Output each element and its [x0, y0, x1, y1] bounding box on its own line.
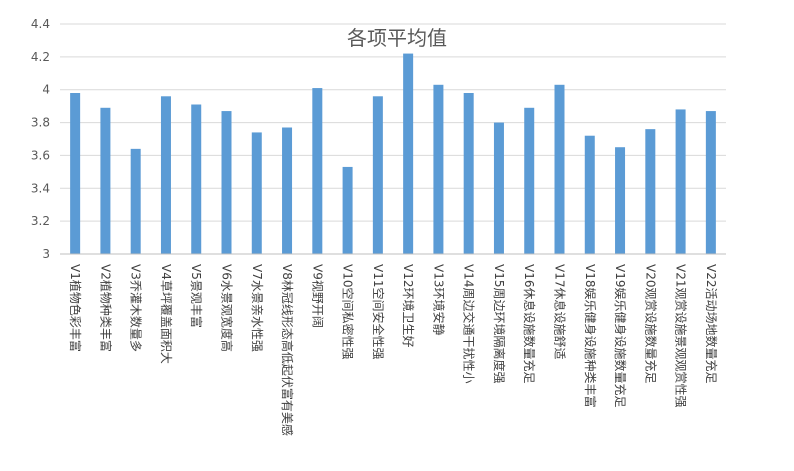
x-tick-label: V6水景观宽度高 [220, 264, 235, 352]
y-tick-label: 3.8 [31, 116, 50, 130]
x-tick-label: V10空间私密性强 [341, 264, 356, 359]
x-tick-label: V11空间安全性强 [371, 264, 386, 359]
x-tick-label: V3乔灌木数量多 [129, 264, 144, 352]
y-tick-label: 3.2 [31, 214, 50, 228]
bar [433, 84, 444, 255]
bar [100, 107, 111, 255]
x-tick-label: V15周边环境隔离度强 [492, 264, 507, 383]
bar [221, 111, 232, 254]
x-tick-label: V7水景亲水性强 [250, 264, 264, 352]
bar [372, 96, 383, 255]
bar [160, 96, 171, 255]
x-tick-label: V16休息设施数量充足 [522, 264, 537, 383]
x-tick-label: V22活动场地数量充足 [704, 264, 719, 383]
x-tick-label: V19娱乐健身设施数量充足 [613, 264, 628, 407]
bar [312, 88, 323, 254]
bar [554, 84, 565, 255]
gridlines [60, 23, 726, 222]
x-tick-label: V9视野开阔 [310, 264, 325, 328]
y-tick-label: 4.2 [31, 50, 50, 64]
bar [463, 93, 474, 254]
y-tick-label: 3.6 [31, 148, 50, 162]
bars [70, 53, 716, 255]
y-axis-tick-labels: 3 3.2 3.4 3.6 3.8 4 4.2 4.4 [31, 17, 50, 261]
x-tick-label: V5景观丰富 [189, 264, 204, 328]
bar [282, 127, 293, 254]
bar [403, 53, 414, 255]
y-tick-label: 3.4 [31, 181, 50, 195]
x-tick-label: V13环境安静 [431, 264, 446, 335]
bar [251, 132, 262, 254]
x-tick-label: V17休息设施舒适 [553, 264, 568, 359]
x-tick-label: V21观赏设施景观观赏性强 [674, 264, 688, 407]
chart-title: 各项平均值 [347, 26, 447, 50]
x-tick-label: V8林冠线形态高低起伏富有美感 [280, 264, 295, 436]
bar [615, 147, 626, 254]
y-tick-label: 4 [42, 83, 50, 97]
bar [493, 122, 504, 254]
x-tick-label: V4草坪覆盖面积大 [159, 264, 173, 364]
bar [645, 129, 656, 254]
bar [705, 111, 716, 254]
x-tick-label: V14周边交通干扰性小 [462, 264, 477, 383]
x-tick-label: V18娱乐健身设施种类丰富 [583, 264, 598, 407]
bar [70, 93, 81, 254]
y-tick-label: 3 [42, 247, 50, 261]
x-tick-label: V20观赏设施数量充足 [643, 264, 658, 383]
bar [342, 166, 353, 254]
x-tick-label: V1植物色彩丰富 [68, 264, 83, 352]
bar [524, 107, 535, 255]
bar [675, 109, 686, 254]
x-axis-tick-labels: V1植物色彩丰富 V2植物种类丰富 V3乔灌木数量多 V4草坪覆盖面积大 V5景观丰富 V… [68, 264, 719, 436]
x-tick-label: V2植物种类丰富 [98, 264, 113, 352]
bar [130, 148, 141, 254]
x-tick-label: V12环境卫生好 [401, 264, 416, 347]
bar [584, 135, 595, 254]
bar [191, 104, 202, 254]
y-tick-label: 4.4 [31, 17, 50, 31]
